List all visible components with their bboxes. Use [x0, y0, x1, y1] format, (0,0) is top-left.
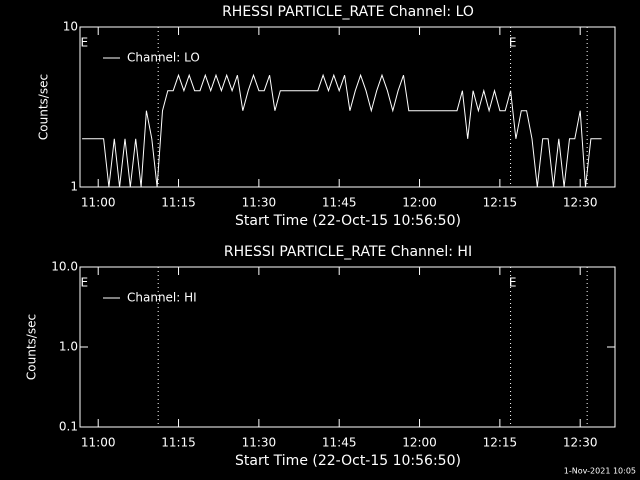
y-axis-label: Counts/sec	[25, 314, 39, 380]
x-tick-label: 11:15	[161, 196, 196, 210]
y-tick-label: 1	[70, 180, 78, 194]
x-tick-label: 11:45	[322, 436, 357, 450]
x-axis-label: Start Time (22-Oct-15 10:56:50)	[235, 213, 461, 229]
chart-title: RHESSI PARTICLE_RATE Channel: HI	[224, 244, 472, 260]
x-tick-label: 11:15	[161, 436, 196, 450]
flag-label: E	[80, 36, 88, 50]
data-line	[82, 73, 602, 188]
x-tick-label: 12:00	[402, 196, 437, 210]
y-axis-label: Counts/sec	[37, 74, 51, 140]
y-tick-label: 1.0	[59, 340, 78, 354]
x-tick-label: 11:00	[81, 436, 116, 450]
legend-label: Channel: LO	[127, 51, 200, 65]
x-tick-label: 12:15	[483, 436, 518, 450]
x-tick-label: 11:45	[322, 196, 357, 210]
plot-frame	[79, 26, 616, 188]
x-tick-label: 11:30	[242, 196, 277, 210]
x-tick-label: 11:30	[242, 436, 277, 450]
legend-label: Channel: HI	[127, 291, 197, 305]
y-tick-label: 10.0	[51, 260, 78, 274]
flag-label: E	[80, 276, 88, 290]
footer: 1-Nov-2021 10:05	[564, 467, 636, 476]
x-tick-label: 11:00	[81, 196, 116, 210]
y-tick-label: 0.1	[59, 420, 78, 434]
x-tick-label: 12:30	[563, 196, 598, 210]
x-axis-label: Start Time (22-Oct-15 10:56:50)	[235, 453, 461, 469]
y-tick-label: 10	[63, 20, 78, 34]
x-tick-label: 12:15	[483, 196, 518, 210]
chart-title: RHESSI PARTICLE_RATE Channel: LO	[222, 4, 474, 20]
flag-label: E	[509, 36, 517, 50]
flag-label: E	[509, 276, 517, 290]
x-tick-label: 12:30	[563, 436, 598, 450]
x-tick-label: 12:00	[402, 436, 437, 450]
